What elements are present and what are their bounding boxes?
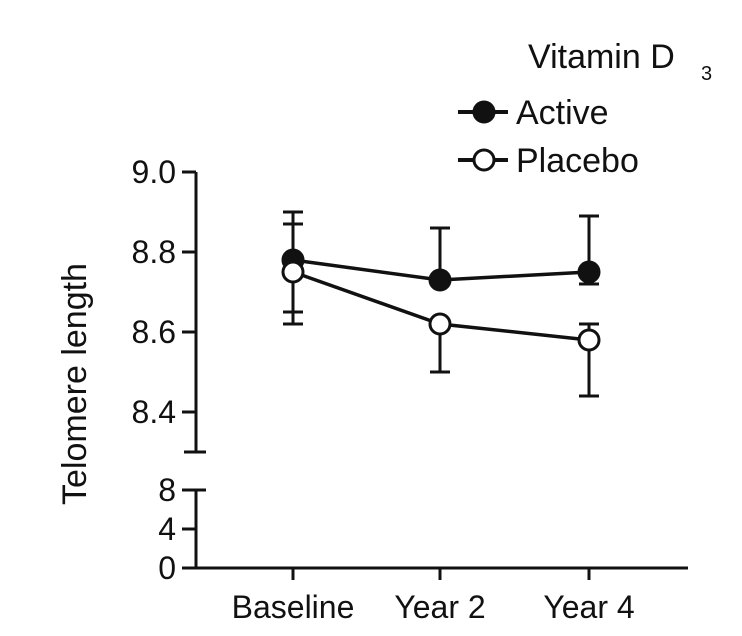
y-tick-label-lower-2: 8: [158, 472, 176, 508]
x-tick-label-0: Baseline: [232, 589, 355, 625]
series-active: [283, 210, 599, 314]
y-tick-label-upper-3: 9.0: [132, 154, 176, 190]
legend-active-marker: [472, 100, 496, 124]
legend-title: Vitamin D: [528, 38, 675, 76]
y-axis-title: Telomere length: [56, 263, 94, 505]
x-ticks: Baseline Year 2 Year 4: [232, 568, 635, 625]
legend-title-subscript: 3: [701, 63, 712, 85]
y-tick-label-upper-1: 8.6: [132, 314, 176, 350]
point-placebo-1: [428, 312, 452, 336]
point-active-2: [577, 260, 601, 284]
point-active-1: [428, 268, 452, 292]
x-tick-label-2: Year 4: [543, 589, 634, 625]
axes: [184, 172, 688, 570]
x-tick-label-1: Year 2: [394, 589, 485, 625]
legend-placebo-marker: [472, 148, 496, 172]
point-placebo-2: [577, 328, 601, 352]
legend-placebo-label: Placebo: [516, 142, 639, 180]
legend: Vitamin D 3 Active Placebo: [458, 38, 712, 180]
y-tick-label-upper-2: 8.8: [132, 234, 176, 270]
y-tick-label-lower-1: 4: [158, 511, 176, 547]
point-placebo-0: [281, 260, 305, 284]
y-tick-label-upper-0: 8.4: [132, 394, 176, 430]
legend-active-label: Active: [516, 94, 609, 132]
y-ticks: 8.4 8.6 8.8 9.0 048: [132, 154, 196, 586]
y-tick-label-lower-0: 0: [158, 550, 176, 586]
series-layer: [281, 210, 601, 398]
